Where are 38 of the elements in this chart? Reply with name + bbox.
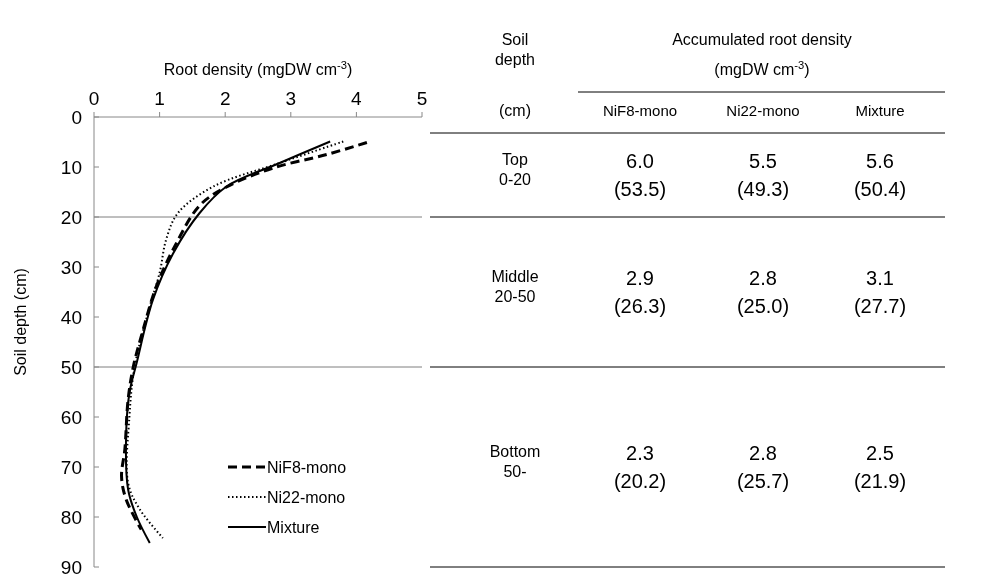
text: 2.3 (20.2): [613, 442, 667, 492]
y-tick-label: 30: [60, 257, 82, 278]
text: 2.8 (25.0): [736, 267, 790, 317]
text: 5.6 (50.4): [853, 150, 907, 200]
y-tick-label: 20: [60, 207, 82, 228]
y-tick-label: 60: [60, 407, 82, 428]
y-tick-label: 70: [60, 457, 82, 478]
category-label: Middle 20-50: [491, 268, 539, 305]
y-tick-label: 40: [60, 307, 82, 328]
legend-label: NiF8-mono: [267, 459, 347, 476]
y-tick-label: 50: [60, 357, 82, 378]
x-tick-label: 5: [416, 88, 428, 109]
category-label: Ni22-mono: [726, 102, 800, 119]
legend-label: Mixture: [267, 519, 320, 536]
y-tick-label: 0: [71, 107, 82, 128]
y-tick-label: 90: [60, 557, 82, 578]
x-tick-label: 0: [88, 88, 100, 109]
category-label: NiF8-mono: [602, 102, 678, 119]
text: 2.5 (21.9): [853, 442, 907, 492]
text: 6.0 (53.5): [613, 150, 667, 200]
y-axis-title: Soil depth (cm): [12, 268, 29, 376]
y-tick-label: 10: [60, 157, 82, 178]
category-label: Bottom 50-: [489, 443, 541, 480]
text: 3.1 (27.7): [853, 267, 907, 317]
legend-label: Ni22-mono: [267, 489, 346, 506]
category-label: Top 0-20: [498, 151, 532, 188]
x-tick-label: 4: [351, 88, 363, 109]
text: 2.8 (25.7): [736, 442, 790, 492]
text: 5.5 (49.3): [736, 150, 790, 200]
x-axis-title: Root density (mgDW cm$^{-3}$): [163, 59, 353, 78]
category-label: Mixture: [855, 102, 905, 119]
y-tick-label: 80: [60, 507, 82, 528]
x-tick-label: 3: [285, 88, 297, 109]
text: Accumulated root density (mgDW cm$^{-3}$): [672, 31, 852, 78]
x-tick-label: 1: [154, 88, 165, 109]
text: Soil depth (cm): [494, 31, 536, 119]
text: 2.9 (26.3): [613, 267, 667, 317]
x-tick-label: 2: [219, 88, 231, 109]
